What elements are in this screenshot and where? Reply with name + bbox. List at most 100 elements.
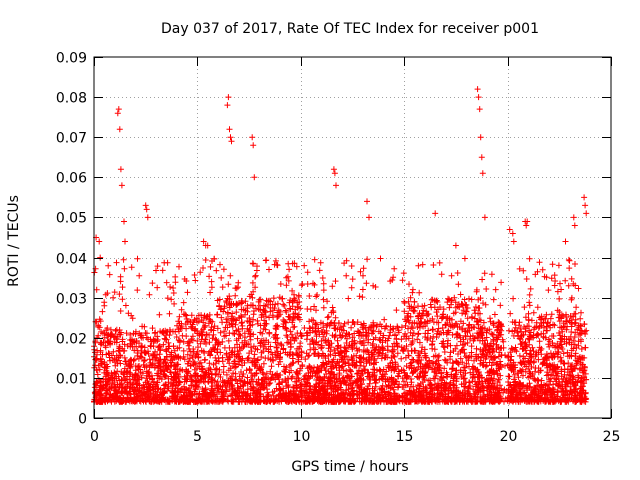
data-point bbox=[572, 350, 579, 357]
data-point bbox=[459, 326, 466, 333]
data-point bbox=[119, 390, 126, 397]
data-point bbox=[203, 393, 210, 400]
data-point bbox=[470, 371, 477, 378]
data-point bbox=[432, 352, 439, 359]
data-point bbox=[226, 126, 233, 133]
data-point bbox=[154, 284, 161, 291]
data-point bbox=[172, 273, 179, 280]
data-point bbox=[150, 379, 157, 386]
data-point bbox=[298, 354, 305, 361]
data-point bbox=[392, 331, 398, 338]
data-point bbox=[102, 364, 108, 371]
data-point bbox=[422, 368, 429, 375]
data-point bbox=[575, 285, 582, 292]
data-point bbox=[103, 331, 110, 338]
data-point bbox=[98, 339, 105, 346]
data-point bbox=[155, 362, 162, 369]
data-point bbox=[568, 323, 575, 330]
data-point bbox=[235, 335, 242, 342]
data-point bbox=[221, 305, 228, 312]
data-point bbox=[194, 338, 201, 344]
data-point bbox=[258, 366, 264, 373]
data-point bbox=[93, 318, 100, 325]
data-point bbox=[115, 106, 122, 113]
data-point bbox=[224, 324, 231, 331]
data-point bbox=[468, 343, 475, 350]
data-point bbox=[309, 392, 316, 399]
data-point bbox=[97, 254, 104, 261]
data-point bbox=[420, 397, 427, 404]
data-point bbox=[183, 378, 190, 385]
data-point bbox=[306, 352, 313, 359]
data-point bbox=[439, 325, 446, 331]
data-point bbox=[463, 302, 470, 308]
data-point bbox=[572, 261, 578, 267]
data-point bbox=[330, 166, 337, 173]
data-point bbox=[96, 390, 103, 397]
data-point bbox=[285, 398, 292, 405]
data-point bbox=[577, 323, 584, 330]
data-point bbox=[463, 308, 470, 315]
data-point bbox=[286, 352, 293, 359]
data-point bbox=[167, 351, 174, 358]
data-point bbox=[233, 317, 240, 324]
data-point bbox=[181, 356, 188, 363]
data-point bbox=[459, 310, 466, 317]
data-point bbox=[564, 369, 571, 376]
data-point bbox=[288, 367, 295, 374]
data-point bbox=[404, 374, 410, 381]
data-point bbox=[378, 385, 385, 392]
data-point bbox=[187, 318, 194, 325]
data-point bbox=[408, 365, 415, 372]
data-point bbox=[96, 238, 103, 245]
data-point bbox=[142, 202, 149, 209]
data-point bbox=[224, 102, 231, 109]
data-point bbox=[416, 324, 423, 331]
data-point bbox=[410, 330, 417, 337]
data-point bbox=[319, 275, 326, 281]
data-point bbox=[169, 395, 176, 402]
data-point bbox=[388, 348, 395, 355]
data-point bbox=[379, 382, 386, 389]
data-point bbox=[341, 353, 348, 360]
data-point bbox=[261, 317, 268, 324]
data-point bbox=[276, 386, 283, 393]
data-point bbox=[338, 363, 345, 370]
data-point bbox=[401, 369, 408, 376]
data-point bbox=[538, 316, 545, 323]
data-point bbox=[475, 94, 482, 101]
data-point bbox=[488, 375, 495, 382]
data-point bbox=[443, 331, 450, 338]
data-point bbox=[438, 271, 445, 278]
data-point bbox=[539, 266, 546, 273]
data-point bbox=[274, 322, 281, 329]
data-point bbox=[423, 389, 430, 396]
data-point bbox=[548, 311, 555, 318]
data-point bbox=[573, 304, 580, 311]
data-point bbox=[262, 309, 269, 316]
data-point bbox=[272, 257, 279, 264]
data-point bbox=[342, 391, 349, 398]
data-point bbox=[435, 325, 442, 332]
data-point bbox=[411, 319, 418, 326]
data-point bbox=[477, 397, 484, 404]
data-point bbox=[305, 353, 312, 360]
data-point bbox=[557, 332, 564, 339]
data-point bbox=[565, 398, 572, 405]
data-point bbox=[494, 361, 501, 368]
data-point bbox=[231, 331, 238, 337]
data-point bbox=[331, 347, 338, 353]
data-point bbox=[370, 366, 377, 373]
data-point bbox=[577, 379, 584, 386]
data-point bbox=[527, 383, 534, 390]
data-point bbox=[303, 389, 310, 396]
data-point bbox=[430, 262, 437, 268]
data-point bbox=[578, 375, 585, 381]
data-point bbox=[319, 350, 326, 357]
data-point bbox=[414, 358, 421, 365]
data-point bbox=[407, 360, 414, 367]
data-point bbox=[551, 272, 558, 279]
data-point bbox=[349, 276, 356, 283]
data-point bbox=[166, 310, 173, 317]
data-point bbox=[275, 374, 281, 381]
